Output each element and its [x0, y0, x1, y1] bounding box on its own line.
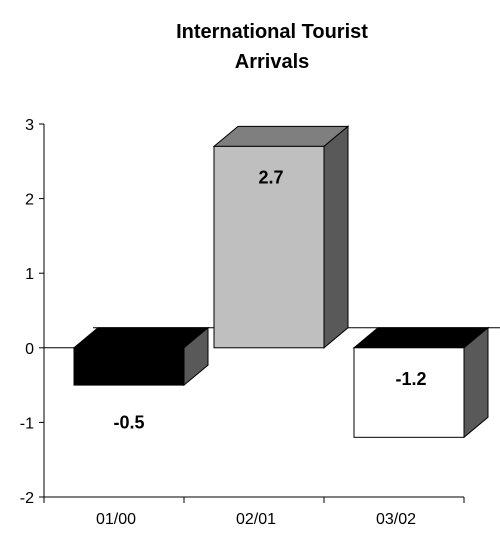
bar-01-00 [72, 326, 210, 387]
data-label: -0.5 [113, 412, 144, 432]
bar-front-face [213, 145, 325, 349]
y-tick-label: 3 [25, 117, 34, 134]
y-tick-label: -1 [20, 415, 34, 432]
chart-title-line-2: Arrivals [235, 51, 310, 73]
x-tick-label: 01/00 [96, 511, 136, 528]
bar-side-face [463, 326, 489, 439]
bar-front-face [73, 347, 185, 386]
bar-side-face [323, 125, 349, 349]
y-tick-label: -2 [20, 490, 34, 507]
bar-front-face [353, 347, 465, 438]
labels: -0.5 2.7 -1.2 [113, 168, 426, 433]
bar-03-02 [352, 326, 490, 439]
bars [72, 125, 490, 439]
data-label: -1.2 [395, 369, 426, 389]
x-tick-label: 02/01 [236, 511, 276, 528]
chart-title-line-1: International Tourist [176, 21, 368, 43]
y-tick-label: 2 [25, 192, 34, 209]
data-label: 2.7 [258, 168, 283, 188]
bar-02-01 [212, 125, 350, 349]
y-tick-label: 1 [25, 266, 34, 283]
axes: 3 2 1 0 -1 -2 01/00 02/01 03/02 [20, 117, 465, 528]
y-tick-label: 0 [25, 341, 34, 358]
x-tick-label: 03/02 [376, 511, 416, 528]
chart-title: International Tourist Arrivals [176, 21, 368, 73]
